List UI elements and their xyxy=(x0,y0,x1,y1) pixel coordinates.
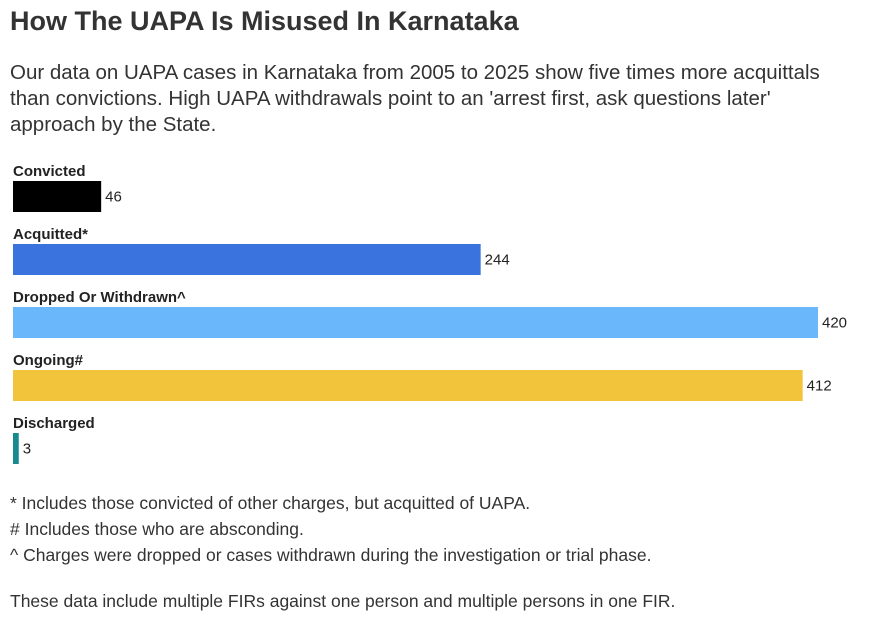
value-label-ongoing: 412 xyxy=(807,378,832,395)
bar-ongoing xyxy=(13,370,803,401)
bar-dropped-or-withdrawn xyxy=(13,307,818,338)
category-label-ongoing: Ongoing# xyxy=(13,352,84,369)
bar-acquitted xyxy=(13,244,481,275)
footnote-acquitted: * Includes those convicted of other char… xyxy=(10,493,531,513)
data-note: These data include multiple FIRs against… xyxy=(10,591,676,611)
footnote-ongoing: # Includes those who are absconding. xyxy=(10,519,304,539)
category-label-acquitted: Acquitted* xyxy=(13,226,88,243)
bar-convicted xyxy=(13,181,102,212)
footnotes: * Includes those convicted of other char… xyxy=(10,490,675,614)
chart-title: How The UAPA Is Misused In Karnataka xyxy=(10,6,519,36)
category-label-dropped-or-withdrawn: Dropped Or Withdrawn^ xyxy=(13,289,186,306)
footnote-dropped: ^ Charges were dropped or cases withdraw… xyxy=(10,545,652,565)
bar-discharged xyxy=(13,433,19,464)
category-label-discharged: Discharged xyxy=(13,415,95,432)
value-label-dropped-or-withdrawn: 420 xyxy=(822,315,847,332)
value-label-convicted: 46 xyxy=(105,189,122,206)
value-label-discharged: 3 xyxy=(23,441,31,458)
value-label-acquitted: 244 xyxy=(485,252,510,269)
bar-chart: Convicted 46 Acquitted* 244 Dropped Or Withd… xyxy=(13,163,847,464)
chart-subtitle: Our data on UAPA cases in Karnataka from… xyxy=(10,61,820,136)
category-label-convicted: Convicted xyxy=(13,163,86,180)
